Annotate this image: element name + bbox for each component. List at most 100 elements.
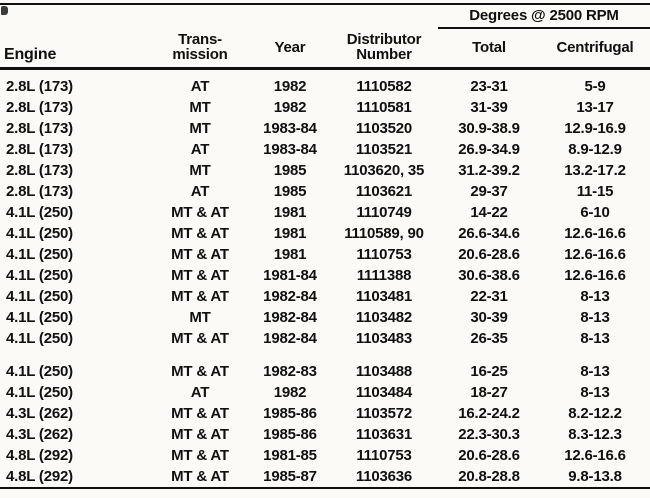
year-cell: 1985-87	[263, 468, 317, 485]
year-cell: 1982-83	[263, 363, 317, 380]
total-cell: 26.9-34.9	[458, 141, 520, 158]
engine-cell: 4.1L (250)	[6, 288, 73, 305]
engine-cell: 4.1L (250)	[6, 309, 73, 326]
centrifugal-cell: 9.8-13.8	[568, 468, 622, 485]
year-cell: 1983-84	[263, 120, 317, 137]
centrifugal-cell: 8.2-12.2	[568, 405, 622, 422]
transmission-cell: MT & AT	[171, 225, 229, 242]
transmission-cell: MT & AT	[171, 246, 229, 263]
total-cell: 22.3-30.3	[458, 426, 520, 443]
distributor-number-cell: 1103572	[355, 405, 413, 422]
total-cell: 30-39	[470, 309, 508, 326]
transmission-cell: AT	[190, 384, 210, 401]
total-cell: 29-37	[470, 183, 508, 200]
engine-cell: 4.1L (250)	[6, 384, 73, 401]
engine-cell: 2.8L (173)	[6, 183, 73, 200]
centrifugal-cell: 8-13	[580, 330, 610, 347]
centrifugal-cell: 12.6-16.6	[564, 447, 626, 464]
year-cell: 1981-84	[263, 267, 317, 284]
total-cell: 16-25	[470, 363, 508, 380]
scan-artifact	[1, 6, 8, 15]
year-cell: 1985	[273, 162, 307, 179]
centrifugal-cell: 12.9-16.9	[564, 120, 626, 137]
transmission-cell: MT & AT	[171, 468, 229, 485]
engine-cell: 2.8L (173)	[6, 120, 73, 137]
table-row: 2.8L (173) MT 1985 1103620, 35 31.2-39.2 13.2…	[0, 160, 650, 181]
header-spacer	[0, 4, 438, 28]
distributor-number-cell: 1110589, 90	[344, 225, 424, 242]
year-cell: 1982-84	[263, 330, 317, 347]
distributor-number-cell: 1103481	[355, 288, 413, 305]
centrifugal-cell: 8-13	[580, 384, 610, 401]
distributor-number-cell: 1103631	[355, 426, 413, 443]
centrifugal-cell: 5-9	[584, 78, 606, 95]
degrees-at-2500rpm-header: Degrees @ 2500 RPM	[438, 4, 650, 29]
year-cell: 1981-85	[263, 447, 317, 464]
engine-cell: 4.1L (250)	[6, 225, 73, 242]
year-cell: 1982	[273, 384, 307, 401]
transmission-cell: MT	[189, 309, 211, 326]
year-cell: 1985-86	[263, 426, 317, 443]
centrifugal-cell: 13-17	[576, 99, 614, 116]
total-column-header: Total	[438, 28, 540, 70]
centrifugal-cell: 13.2-17.2	[564, 162, 626, 179]
table-row: 2.8L (173) AT 1983-84 1103521 26.9-34.9 8.9-1…	[0, 139, 650, 160]
total-cell: 30.9-38.9	[458, 120, 520, 137]
distributor-number-cell: 1103484	[355, 384, 413, 401]
total-cell: 26.6-34.6	[458, 225, 520, 242]
table-row: 4.1L (250) MT & AT 1981 1110749 14-22 6-10	[0, 202, 650, 223]
transmission-cell: MT & AT	[171, 204, 229, 221]
transmission-cell: MT	[189, 162, 211, 179]
distributor-number-cell: 1110581	[356, 99, 412, 116]
table-row: 4.1L (250) AT 1982 1103484 18-27 8-13	[0, 382, 650, 403]
distributor-number-cell: 1110753	[356, 447, 412, 464]
total-cell: 23-31	[470, 78, 508, 95]
distributor-number-cell: 1103482	[355, 309, 413, 326]
engine-cell: 2.8L (173)	[6, 141, 73, 158]
transmission-column-header: Trans- mission	[150, 28, 250, 70]
total-cell: 20.8-28.8	[458, 468, 520, 485]
engine-cell: 4.8L (292)	[6, 447, 73, 464]
year-cell: 1981	[273, 225, 307, 242]
year-cell: 1983-84	[263, 141, 317, 158]
engine-cell: 4.1L (250)	[6, 246, 73, 263]
transmission-cell: MT	[189, 99, 211, 116]
table-row: 4.1L (250) MT & AT 1981 1110589, 90 26.6-34.…	[0, 223, 650, 244]
distributor-spec-table: Degrees @ 2500 RPM Engine Trans- mission…	[0, 3, 650, 489]
year-cell: 1982	[273, 78, 307, 95]
table-row: 4.1L (250) MT & AT 1982-84 1103481 22-31 8-13	[0, 286, 650, 307]
distributor-number-cell: 1110582	[356, 78, 412, 95]
distributor-number-cell: 1103488	[355, 363, 413, 380]
transmission-cell: MT & AT	[171, 267, 229, 284]
engine-cell: 2.8L (173)	[6, 78, 73, 95]
total-cell: 31.2-39.2	[458, 162, 520, 179]
year-cell: 1985	[273, 183, 307, 200]
table-row: 4.8L (292) MT & AT 1981-85 1110753 20.6-28.6…	[0, 445, 650, 466]
distributor-number-cell: 1103521	[355, 141, 413, 158]
table-row: 4.1L (250) MT 1982-84 1103482 30-39 8-13	[0, 307, 650, 328]
year-cell: 1982-84	[263, 288, 317, 305]
centrifugal-cell: 8-13	[580, 309, 610, 326]
total-cell: 30.6-38.6	[458, 267, 520, 284]
centrifugal-cell: 11-15	[576, 183, 614, 200]
degrees-header-row: Degrees @ 2500 RPM	[0, 4, 650, 29]
centrifugal-cell: 12.6-16.6	[564, 246, 626, 263]
centrifugal-cell: 8-13	[580, 288, 610, 305]
centrifugal-cell: 6-10	[580, 204, 610, 221]
centrifugal-cell: 8.9-12.9	[568, 141, 622, 158]
transmission-cell: AT	[190, 141, 210, 158]
centrifugal-cell: 8.3-12.3	[568, 426, 622, 443]
engine-cell: 2.8L (173)	[6, 99, 73, 116]
transmission-cell: MT & AT	[171, 405, 229, 422]
table-row: 4.1L (250) MT & AT 1982-84 1103483 26-35 8-13	[0, 328, 650, 349]
distributor-number-cell: 1110749	[356, 204, 412, 221]
table-row: 2.8L (173) MT 1983-84 1103520 30.9-38.9 12.9-…	[0, 118, 650, 139]
year-cell: 1982-84	[263, 309, 317, 326]
centrifugal-cell: 8-13	[580, 363, 610, 380]
total-cell: 20.6-28.6	[458, 246, 520, 263]
column-header-row: Engine Trans- mission Year Distributor N…	[0, 28, 650, 70]
engine-cell: 4.3L (262)	[6, 405, 73, 422]
table-row: 4.1L (250) MT & AT 1981-84 1111388 30.6-38.6…	[0, 265, 650, 286]
total-cell: 26-35	[470, 330, 508, 347]
